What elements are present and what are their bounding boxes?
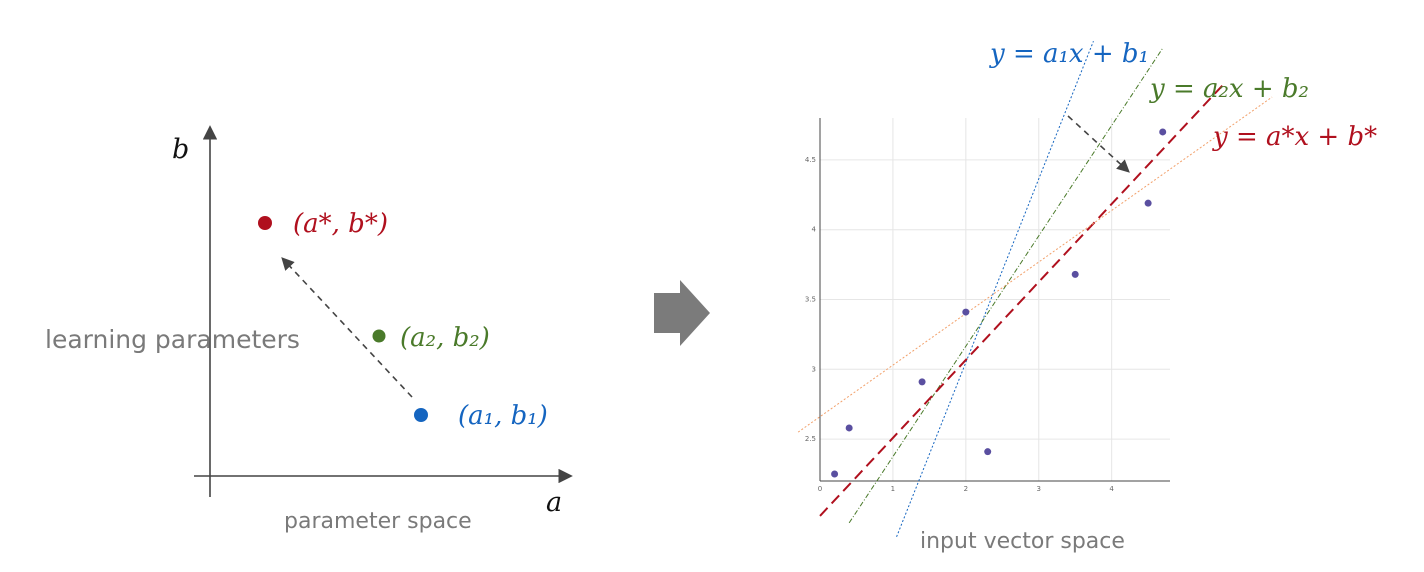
plot-grid	[820, 118, 1170, 481]
fit-line-orange	[797, 96, 1273, 433]
input-vector-space-panel: 0 1 2 3 4 2.5 3 3.5 4 4.5 y = a₁x + b₁ y = a₂x + …	[797, 39, 1377, 554]
optimal-parameter-point	[258, 216, 272, 230]
learning-path-arrow	[281, 257, 413, 398]
y-tick-label: 2.5	[805, 435, 816, 443]
data-point	[918, 378, 926, 386]
fit-line-red	[819, 82, 1226, 517]
parameter-space-caption: parameter space	[284, 509, 472, 534]
parameter-space-panel: b a parameter space learning parameters …	[45, 125, 573, 534]
axis-label-a: a	[546, 487, 562, 518]
line-update-arrow	[1067, 115, 1130, 173]
y-tick-label: 3	[812, 365, 816, 373]
equation-blue: y = a₁x + b₁	[989, 39, 1149, 69]
fit-line-green	[848, 47, 1164, 524]
axis-label-b: b	[172, 134, 189, 165]
data-point	[1159, 128, 1167, 136]
y-tick-label: 4	[812, 226, 817, 234]
x-tick-label: 3	[1037, 485, 1041, 493]
y-tick-label: 4.5	[805, 156, 816, 164]
input-vector-space-caption: input vector space	[920, 529, 1125, 554]
x-tick-label: 2	[964, 485, 968, 493]
first-parameter-label: (a₁, b₁)	[458, 401, 548, 431]
learning-parameters-label: learning parameters	[45, 325, 300, 354]
fit-line-blue	[896, 41, 1094, 538]
x-tick-label: 0	[818, 485, 822, 493]
first-parameter-point	[414, 408, 428, 422]
data-point	[984, 448, 992, 456]
x-tick-label: 4	[1109, 485, 1114, 493]
data-points	[831, 128, 1167, 478]
data-point	[845, 424, 853, 432]
second-parameter-label: (a₂, b₂)	[400, 323, 490, 353]
y-tick-label: 3.5	[805, 296, 816, 304]
equation-green: y = a₂x + b₂	[1149, 74, 1309, 104]
data-point	[831, 470, 839, 478]
second-parameter-point	[372, 329, 386, 343]
data-point	[962, 308, 970, 316]
regression-lines	[797, 41, 1273, 538]
data-point	[1071, 270, 1079, 278]
x-tick-label: 1	[891, 485, 895, 493]
equation-red: y = a*x + b*	[1212, 122, 1377, 152]
optimal-parameter-label: (a*, b*)	[293, 209, 388, 239]
data-point	[1144, 199, 1152, 207]
plot-ticks: 0 1 2 3 4 2.5 3 3.5 4 4.5	[805, 156, 1115, 493]
right-block-arrow-icon	[654, 280, 710, 346]
